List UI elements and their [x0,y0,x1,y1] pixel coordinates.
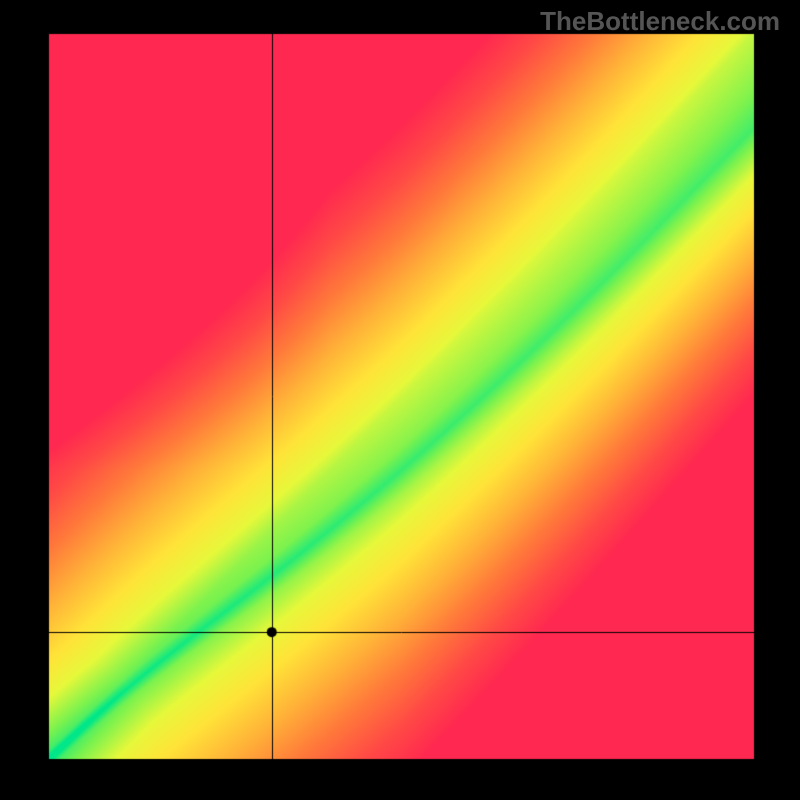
watermark-label: TheBottleneck.com [540,6,780,37]
heatmap-canvas [0,0,800,800]
bottleneck-heatmap-chart: TheBottleneck.com [0,0,800,800]
